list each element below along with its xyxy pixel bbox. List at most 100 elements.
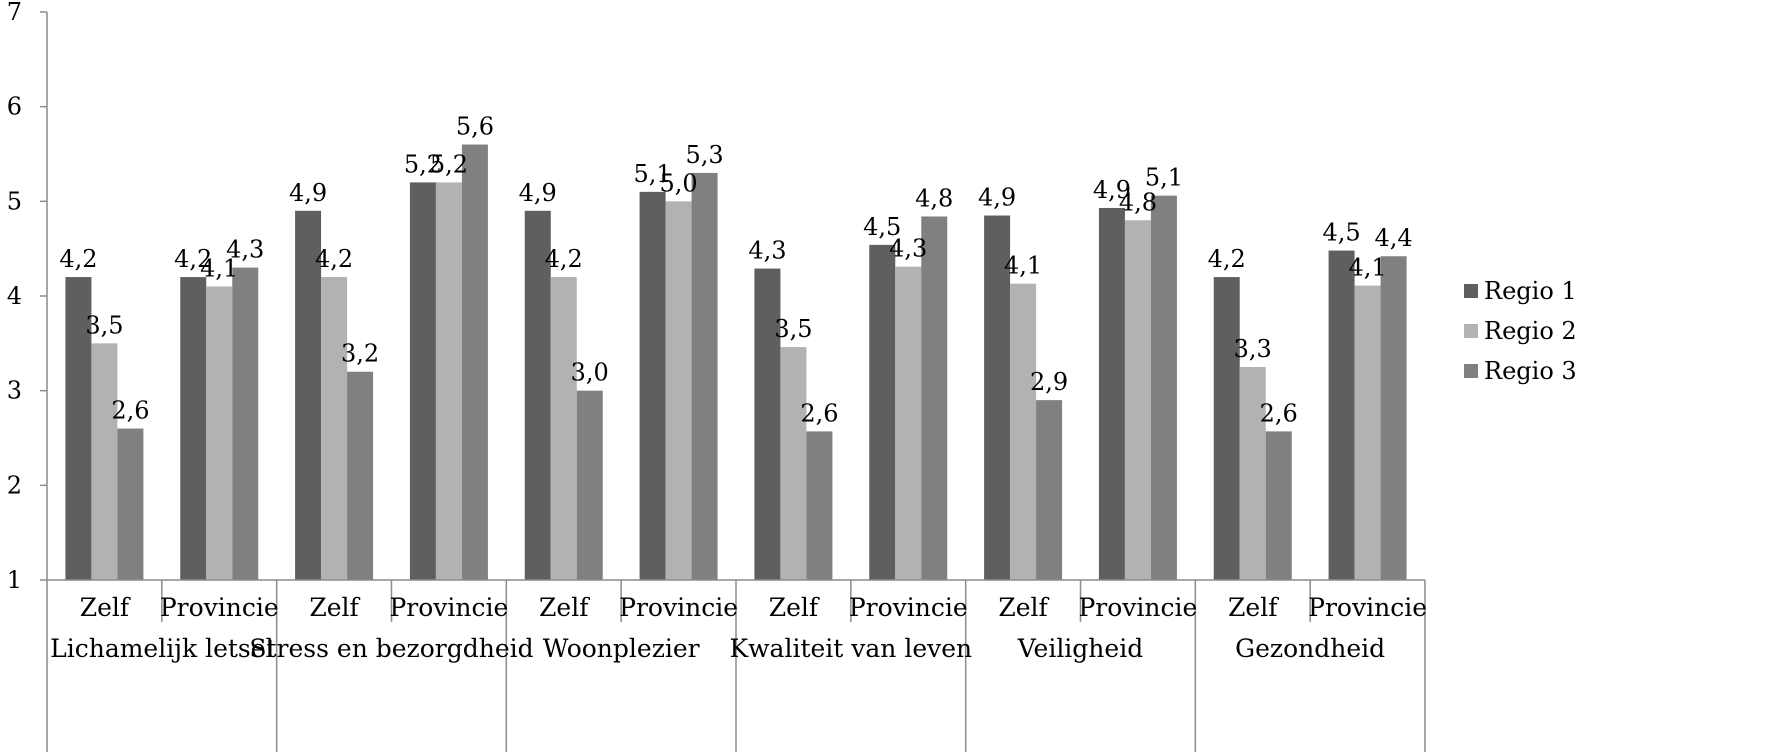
bar-regio-1: [65, 277, 92, 580]
bar-regio-3: [461, 144, 488, 581]
data-label: 4,2: [59, 245, 97, 273]
y-tick-label: 1: [7, 566, 22, 594]
data-labels: 4,23,52,64,24,14,34,94,23,25,25,25,64,94…: [59, 113, 1412, 428]
data-label: 5,2: [404, 150, 442, 178]
data-label: 3,2: [341, 340, 379, 368]
data-label: 3,3: [1234, 335, 1272, 363]
x-category-label: Zelf: [539, 593, 590, 622]
bar-regio-2: [1239, 367, 1266, 580]
data-label: 4,3: [226, 236, 264, 264]
data-label: 2,6: [111, 397, 149, 425]
data-label: 4,2: [315, 245, 353, 273]
legend: Regio 1 Regio 2 Regio 3: [1464, 277, 1577, 385]
x-axis: Zelf Provincie Zelf Provincie Zelf Provincie Z…: [47, 579, 1427, 752]
data-label: 4,4: [1374, 224, 1412, 252]
bar-regio-1: [1098, 207, 1125, 580]
data-label: 4,5: [863, 213, 901, 241]
data-label: 5,6: [456, 113, 494, 141]
bar-regio-1: [295, 210, 322, 581]
data-label: 4,9: [1093, 176, 1131, 204]
data-label: 4,1: [200, 255, 238, 283]
x-group-label: Veiligheid: [1017, 634, 1143, 663]
data-label: 3,5: [85, 311, 123, 339]
x-category-label: Zelf: [1228, 593, 1279, 622]
legend-swatch: [1464, 284, 1478, 298]
data-label: 5,0: [659, 169, 697, 197]
data-label: 3,5: [774, 315, 812, 343]
bar-regio-1: [984, 215, 1011, 581]
bar-regio-2: [550, 277, 577, 580]
bar-regio-3: [806, 431, 833, 580]
bar-regio-3: [347, 371, 374, 580]
data-label: 4,2: [174, 245, 212, 273]
x-group-label: Woonplezier: [543, 634, 700, 663]
bar-regio-3: [691, 172, 718, 580]
data-label: 4,5: [1322, 219, 1360, 247]
bar-regio-2: [1354, 285, 1381, 580]
data-label: 4,2: [1208, 245, 1246, 273]
x-category-label: Zelf: [998, 593, 1049, 622]
y-tick-label: 2: [7, 471, 22, 499]
x-category-label: Provincie: [389, 593, 508, 622]
bar-regio-1: [754, 268, 781, 580]
bar-regio-1: [869, 244, 896, 580]
bar-regio-3: [1265, 431, 1292, 580]
bar-regio-3: [117, 428, 144, 580]
data-label: 4,8: [915, 184, 953, 212]
data-label: 4,9: [519, 179, 557, 207]
bar-regio-2: [665, 201, 692, 581]
data-label: 4,8: [1119, 188, 1157, 216]
data-label: 2,6: [800, 399, 838, 427]
legend-label: Regio 1: [1484, 277, 1577, 305]
data-label: 5,3: [685, 141, 723, 169]
bar-regio-2: [435, 182, 462, 580]
bar-regio-1: [180, 277, 207, 580]
bar-regio-2: [895, 266, 922, 580]
y-tick-label: 4: [7, 282, 22, 310]
y-axis: 1 2 3 4 5 6 7: [7, 0, 48, 752]
bar-regio-3: [1036, 400, 1063, 580]
data-label: 2,9: [1030, 368, 1068, 396]
data-label: 4,9: [289, 179, 327, 207]
bars: [65, 144, 1407, 581]
legend-label: Regio 3: [1484, 357, 1577, 385]
x-group-label: Kwaliteit van leven: [729, 634, 972, 663]
bar-regio-1: [1213, 277, 1240, 580]
bar-regio-3: [232, 267, 259, 580]
data-label: 4,1: [1004, 252, 1042, 280]
bar-regio-3: [1150, 195, 1177, 581]
data-label: 4,1: [1348, 254, 1386, 282]
bar-regio-1: [639, 191, 666, 580]
x-category-label: Zelf: [309, 593, 360, 622]
data-label: 4,9: [978, 184, 1016, 212]
bar-regio-3: [921, 216, 948, 581]
legend-label: Regio 2: [1484, 317, 1577, 345]
y-tick-label: 3: [7, 377, 22, 405]
data-label: 5,2: [430, 150, 468, 178]
x-category-label: Provincie: [160, 593, 279, 622]
bar-regio-2: [206, 286, 233, 580]
y-tick-label: 6: [7, 93, 22, 121]
x-group-label: Lichamelijk letsel: [50, 634, 273, 663]
bar-regio-2: [91, 343, 118, 580]
x-category-label: Zelf: [769, 593, 820, 622]
y-tick-label: 7: [7, 0, 22, 26]
data-label: 5,1: [633, 160, 671, 188]
bar-regio-1: [1328, 250, 1355, 580]
bar-regio-3: [1380, 256, 1407, 580]
y-tick-label: 5: [7, 187, 22, 215]
data-label: 4,2: [545, 245, 583, 273]
data-label: 4,3: [889, 235, 927, 263]
data-label: 3,0: [571, 359, 609, 387]
bar-regio-1: [524, 210, 551, 581]
data-label: 4,3: [748, 237, 786, 265]
x-group-label: Stress en bezorgdheid: [249, 634, 533, 663]
x-category-label: Zelf: [80, 593, 131, 622]
bar-regio-2: [1010, 283, 1037, 580]
bar-regio-2: [321, 277, 348, 580]
legend-swatch: [1464, 324, 1478, 338]
x-category-label: Provincie: [1078, 593, 1197, 622]
bar-regio-1: [409, 182, 436, 580]
legend-swatch: [1464, 364, 1478, 378]
